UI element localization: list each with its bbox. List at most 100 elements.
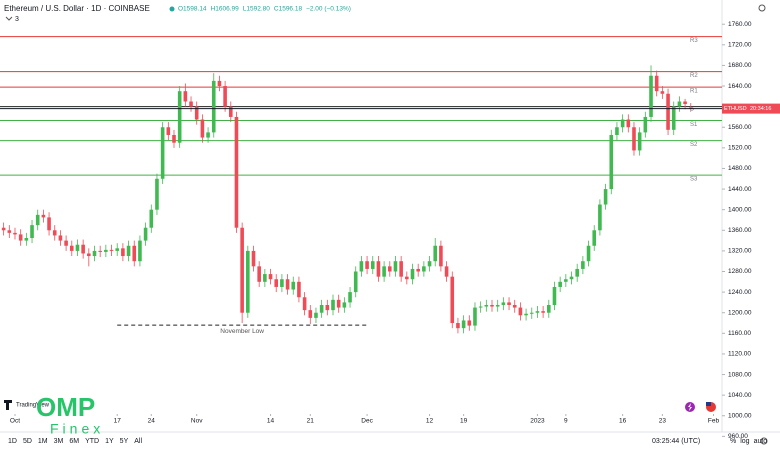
candle-body — [586, 245, 591, 262]
price-tag-countdown: 20:34:16 — [750, 106, 771, 112]
candle-body — [473, 307, 477, 326]
candle-body — [649, 75, 653, 117]
annotation-label: November Low — [220, 328, 264, 335]
candle-body — [484, 304, 489, 307]
candle-body — [461, 320, 466, 329]
event-icon[interactable] — [685, 402, 695, 412]
candle-body — [92, 250, 97, 257]
range-button[interactable]: 6M — [69, 438, 79, 445]
y-tick-label: 1720.00 — [728, 42, 752, 49]
y-tick-label: 1080.00 — [728, 371, 752, 378]
y-tick-label: 1760.00 — [728, 21, 752, 28]
candle-body — [626, 119, 631, 128]
candle-body — [643, 116, 648, 133]
candle-body — [58, 235, 63, 241]
candle-body — [172, 134, 176, 143]
candle-body — [535, 311, 540, 313]
pivot-label: P — [690, 108, 694, 114]
candle-body — [223, 86, 227, 107]
candle-body — [121, 248, 125, 257]
x-tick-label: Dec — [361, 418, 373, 425]
candle-body — [149, 209, 154, 228]
range-button[interactable]: 5Y — [120, 438, 129, 445]
price-tag — [722, 103, 780, 114]
toolbar: 1D 5D 1M 3M 6M YTD 1Y 5Y All 03:25:44 (UTC)% log au… — [8, 438, 767, 445]
candle-body — [592, 230, 597, 246]
y-tick-label: 1560.00 — [728, 124, 752, 131]
candle-body — [518, 307, 523, 316]
candle-body — [64, 240, 68, 246]
candle-body — [75, 244, 80, 251]
candle-body — [456, 323, 460, 329]
x-tick-label: 9 — [564, 418, 568, 425]
y-tick-label: 1240.00 — [728, 289, 752, 296]
x-tick-label: 12 — [426, 418, 434, 425]
candle-body — [524, 313, 528, 316]
y-tick-label: 1120.00 — [728, 351, 751, 358]
candle-body — [257, 266, 261, 282]
candle-body — [529, 312, 534, 314]
candle-body — [87, 253, 91, 257]
candle-body — [206, 132, 210, 138]
scale-option[interactable]: % — [730, 438, 736, 445]
candle-body — [302, 297, 307, 311]
range-button[interactable]: YTD — [85, 438, 99, 445]
pivot-label: R3 — [690, 38, 698, 44]
candle-body — [13, 232, 17, 235]
candle-body — [564, 279, 568, 282]
x-tick-label: 16 — [619, 418, 627, 425]
candle-body — [115, 248, 120, 251]
y-tick-label: 1160.00 — [728, 330, 751, 337]
candle-body — [353, 271, 358, 293]
candle-body — [41, 214, 46, 218]
settings-bottom[interactable] — [760, 437, 768, 445]
range-button[interactable]: All — [134, 438, 142, 445]
range-button[interactable]: 1Y — [105, 438, 114, 445]
logo-finex: Finex — [50, 421, 104, 437]
candle-body — [285, 279, 290, 290]
ohlc-value: L1592.80 — [243, 6, 270, 13]
candle-body — [7, 230, 12, 233]
candle-body — [98, 250, 102, 252]
y-tick-label: 1320.00 — [728, 248, 752, 255]
range-button[interactable]: 1M — [38, 438, 48, 445]
candle-body — [251, 250, 256, 267]
pivot-label: S1 — [690, 122, 698, 128]
scale-option[interactable]: auto — [754, 438, 768, 445]
x-tick-label: 17 — [114, 418, 122, 425]
candle-body — [501, 302, 506, 305]
candle-body — [291, 281, 296, 290]
range-button[interactable]: 1D — [8, 438, 17, 445]
candle-body — [490, 304, 494, 307]
ohlc-value: H1606.99 — [211, 6, 240, 13]
candle-body — [342, 302, 347, 308]
x-tick-label: 23 — [659, 418, 667, 425]
tradingview-logo: TradingView — [16, 403, 50, 409]
candle-body — [478, 306, 483, 308]
settings-top[interactable] — [758, 4, 766, 12]
candle-body — [359, 261, 364, 272]
candle-body — [387, 266, 392, 272]
candle-body — [109, 249, 114, 251]
candle-body — [416, 268, 420, 272]
candle-body — [234, 116, 239, 228]
range-button[interactable]: 3M — [54, 438, 64, 445]
range-button[interactable]: 5D — [23, 438, 32, 445]
scale-option[interactable]: log — [740, 438, 749, 445]
candle-body — [348, 292, 352, 303]
candle-body — [365, 261, 369, 269]
overlay: Ethereum / U.S. Dollar · 1D · COINBASE O… — [4, 4, 768, 445]
ohlc-value: −2.00 (−0.13%) — [306, 6, 351, 13]
indicator-count[interactable]: 3 — [15, 16, 19, 23]
pivot-label: S3 — [690, 177, 698, 183]
candle-body — [274, 279, 279, 287]
tv-icon — [4, 400, 12, 410]
candle-body — [104, 249, 108, 252]
candle-body — [575, 268, 579, 277]
collapse-arrow[interactable] — [5, 16, 13, 21]
x-tick-label: Feb — [708, 418, 720, 425]
candle-body — [166, 127, 171, 135]
candle-body — [683, 101, 687, 105]
